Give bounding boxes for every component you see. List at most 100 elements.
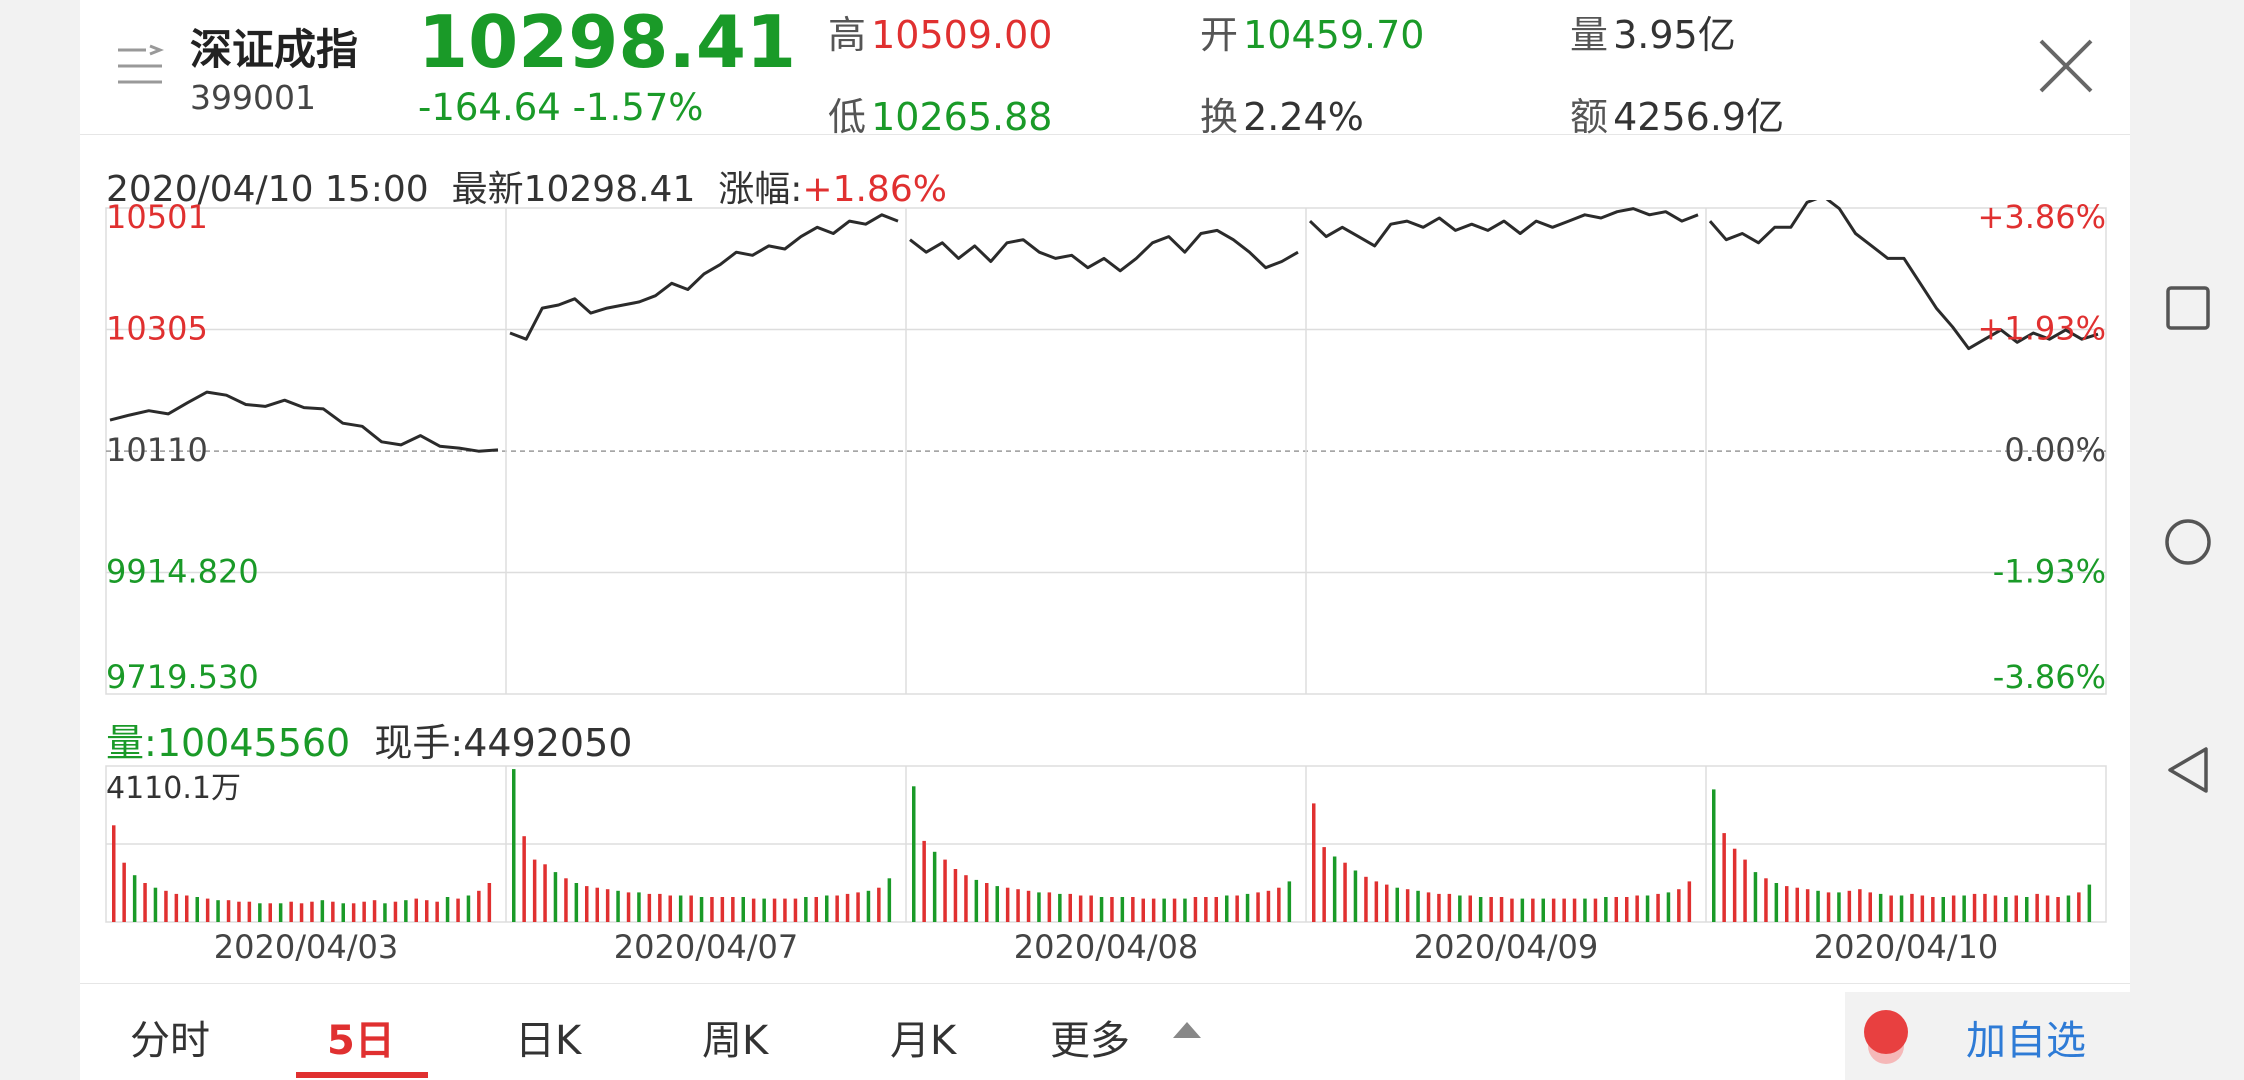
volume-bar — [174, 893, 179, 922]
volume-bar — [1666, 892, 1671, 922]
volume-bar — [605, 889, 610, 922]
volume-bar — [351, 903, 356, 922]
volume-bar — [1764, 878, 1768, 922]
volume-bar — [804, 897, 808, 922]
tab-intraday[interactable]: 分时 — [130, 1018, 210, 1064]
caret-up-icon[interactable] — [1173, 1022, 1201, 1038]
price-change: -164.64 -1.57% — [418, 86, 704, 129]
volume-bar — [1078, 895, 1083, 922]
tab-weekly-k[interactable]: 周K — [702, 1018, 769, 1064]
y-tick-right: -1.93% — [1993, 553, 2106, 591]
menu-lines-icon[interactable] — [116, 44, 164, 88]
volume-bar — [1572, 898, 1577, 922]
volume-bar — [1287, 881, 1292, 922]
close-x-icon[interactable] — [2035, 35, 2097, 97]
volume-bar — [1551, 898, 1556, 922]
volume-bar — [2014, 895, 2018, 922]
tab-5day[interactable]: 5日 — [327, 1018, 395, 1064]
volume-bar — [1447, 893, 1452, 922]
volume-bar — [1962, 895, 1966, 922]
volume-bar — [825, 895, 829, 922]
volume-bar — [1225, 895, 1229, 922]
volume-bar — [964, 875, 968, 922]
stat-amount-value: 4256.9亿 — [1613, 95, 1785, 139]
volume-bar — [877, 887, 881, 922]
volume-bar — [153, 887, 158, 922]
volume-bar — [435, 901, 439, 922]
volume-bar — [1245, 893, 1250, 922]
volume-bar — [320, 900, 325, 922]
volume-bar — [1677, 889, 1681, 922]
volume-bar — [1266, 890, 1271, 922]
y-tick-right: +3.86% — [1978, 200, 2106, 236]
volume-bar — [1395, 887, 1399, 922]
volume-bar — [2077, 892, 2081, 922]
volume-bar — [783, 898, 787, 922]
volume-bar — [1131, 897, 1135, 922]
volume-bar — [1510, 898, 1514, 922]
volume-bar — [678, 895, 683, 922]
volume-info-line: 量:10045560 现手:4492050 — [106, 712, 632, 767]
volume-bar — [2025, 897, 2029, 922]
volume-bar — [532, 859, 537, 922]
info-latest-label: 最新 — [451, 169, 524, 210]
price-line-2020/04/09 — [1308, 207, 1699, 248]
tab-more[interactable]: 更多 — [1050, 1018, 1130, 1064]
tab-daily-k[interactable]: 日K — [515, 1018, 582, 1064]
circle-icon[interactable] — [2163, 517, 2213, 567]
volume-bar — [1583, 898, 1587, 922]
volume-bar — [226, 900, 231, 922]
volume-bar — [372, 900, 377, 922]
volume-bar — [772, 898, 777, 922]
volume-bar — [985, 883, 989, 922]
volume-bar — [793, 898, 798, 922]
volume-bar — [1972, 893, 1977, 922]
volume-bar — [2045, 895, 2050, 922]
stat-turnover-label: 换 — [1200, 95, 1239, 139]
volume-bar — [585, 886, 589, 922]
stat-volume: 量 3.95亿 — [1570, 4, 1736, 59]
volume-bar — [512, 769, 516, 922]
volume-bar — [331, 901, 335, 922]
square-icon[interactable] — [2165, 285, 2211, 331]
volume-bar — [1343, 862, 1347, 922]
volume-bar — [1172, 898, 1177, 922]
stat-volume-value: 3.95亿 — [1613, 13, 1736, 57]
volume-bar — [974, 879, 979, 922]
five-day-chart[interactable]: 10501 10305 10110 9914.820 9719.530 +3.86% +1.… — [80, 200, 2130, 980]
y-tick-right: +1.93% — [1978, 310, 2106, 348]
volume-bar — [487, 883, 492, 922]
info-change-label: 涨幅: — [718, 169, 803, 210]
volume-bar — [289, 901, 293, 922]
volume-bar — [522, 836, 526, 922]
volume-bar — [1899, 895, 1904, 922]
volume-bar — [1458, 895, 1462, 922]
volume-bar — [995, 886, 999, 922]
volume-bar — [637, 892, 641, 922]
volume-bar — [689, 895, 693, 922]
volume-bar — [1920, 895, 1925, 922]
volume-bar — [362, 901, 366, 922]
volume-bar — [1562, 898, 1566, 922]
tab-monthly-k[interactable]: 月K — [890, 1018, 957, 1064]
now-hand-value: 4492050 — [463, 721, 633, 765]
triangle-back-icon[interactable] — [2165, 745, 2211, 795]
volume-bar — [2056, 897, 2060, 922]
stock-name: 深证成指 — [190, 25, 359, 74]
volume-bar — [414, 898, 418, 922]
volume-bar — [1858, 889, 1862, 922]
favorite-dot-icon[interactable] — [1864, 1010, 1908, 1054]
volume-bar — [1322, 847, 1326, 922]
volume-bar — [595, 887, 599, 922]
volume-bar — [247, 901, 252, 922]
volume-bar — [616, 890, 620, 922]
volume-bar — [710, 897, 714, 922]
stat-low-value: 10265.88 — [871, 95, 1053, 139]
volume-bar — [456, 898, 460, 922]
volume-max-label: 4110.1万 — [106, 771, 241, 806]
add-favorite-button[interactable]: 加自选 — [1966, 1018, 2086, 1064]
volume-bar — [258, 903, 262, 922]
volume-bar — [1889, 895, 1893, 922]
stat-open-label: 开 — [1200, 13, 1239, 57]
volume-bar — [393, 901, 398, 922]
